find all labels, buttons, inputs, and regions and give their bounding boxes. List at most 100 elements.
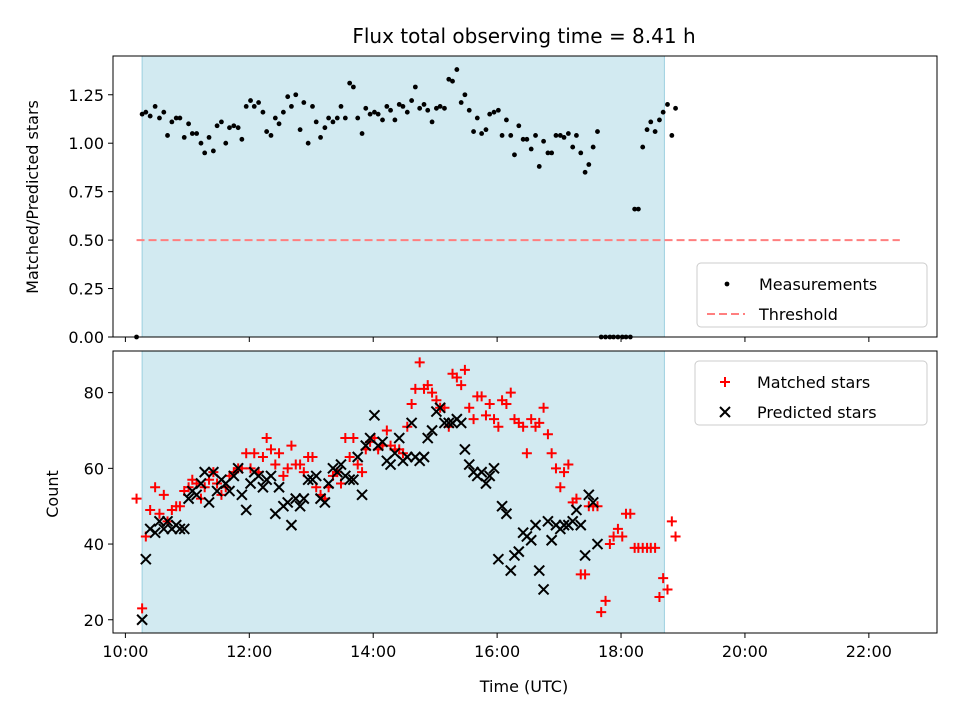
bottom-point [570,504,583,516]
top-point [359,131,365,136]
top-y-tick-label: 1.25 [68,86,104,105]
top-legend: Measurements Threshold [696,262,928,328]
bottom-point [174,501,185,512]
top-point [471,129,476,134]
top-point [297,127,303,133]
bottom-point [418,451,430,463]
bottom-point [145,504,156,515]
top-point [272,115,278,121]
bottom-point [414,357,425,368]
bottom-point [319,496,331,509]
bottom-point [480,410,491,421]
top-point [157,115,162,121]
bottom-point [347,473,360,486]
bottom-x-axis-label: Time (UTC) [479,677,568,696]
bottom-point [555,482,566,493]
bottom-point [513,545,525,558]
bottom-point [295,459,306,470]
top-point [524,136,530,142]
top-point [425,107,431,113]
bottom-point [492,553,505,565]
bottom-point [658,573,669,584]
top-point [474,115,480,121]
bottom-point [484,398,495,409]
top-point [434,105,439,111]
top-point [561,134,567,140]
top-point [161,109,167,115]
top-point [635,206,641,212]
bottom-point [558,519,570,531]
bottom-point [265,470,277,482]
top-point [479,131,485,136]
top-point [152,103,158,109]
bottom-point [343,473,356,486]
bottom-point [195,477,207,490]
bottom-x-tick-label: 14:00 [350,642,396,661]
top-point [565,131,571,136]
bottom-point [285,519,298,531]
top-point [285,94,291,100]
bottom-point [356,489,368,501]
bottom-point [274,448,285,459]
bottom-point [662,584,673,595]
top-point [280,109,286,115]
bottom-point [443,417,455,429]
top-point [202,150,208,156]
top-point [504,117,509,123]
bottom-y-tick-label: 40 [84,535,104,554]
bottom-legend-swatch [719,406,731,418]
bottom-point [526,414,537,425]
top-point [248,98,253,103]
bottom-x-tick-label: 10:00 [102,642,148,661]
top-point [239,136,245,142]
bottom-point [232,462,244,475]
top-point [437,103,443,109]
top-point [173,115,179,121]
top-point [553,133,559,138]
bottom-point [310,470,322,482]
top-point [512,152,517,158]
bottom-point [137,603,148,614]
bottom-point [537,583,550,596]
bottom-point [273,481,285,493]
top-point [181,134,187,140]
top-point [586,162,592,167]
chart-title: Flux total observing time = 8.41 h [352,24,695,48]
top-point [446,76,452,82]
bottom-point [650,542,661,553]
top-point [194,131,200,136]
top-point [412,84,418,90]
top-y-tick-label: 0.25 [68,280,104,299]
bottom-point [335,458,347,471]
bottom-point [322,477,335,490]
top-point [293,92,299,98]
bottom-point [546,448,557,459]
bottom-x-tick-label: 20:00 [722,642,768,661]
bottom-point [282,463,293,474]
top-point [223,140,229,146]
top-point [363,105,369,111]
bottom-point [579,549,591,562]
bottom-y-tick-label: 20 [84,611,104,630]
bottom-point [591,538,604,550]
top-point [466,107,472,113]
top-point [380,117,385,123]
top-point [289,103,294,109]
bottom-point [500,508,513,520]
bottom-x-tick-label: 12:00 [226,642,272,661]
top-point [442,105,447,111]
bottom-point [483,470,496,482]
top-legend-box [696,262,928,328]
top-point [491,109,497,115]
top-point [632,206,638,212]
top-point [516,123,522,129]
bottom-point [282,496,294,509]
bottom-point [464,402,475,413]
bottom-point [360,439,372,452]
bottom-point [427,387,438,398]
bottom-point [501,398,512,409]
bottom-point [575,519,587,531]
top-point [508,133,514,138]
top-series-0 [134,67,678,340]
bottom-point [393,432,405,444]
